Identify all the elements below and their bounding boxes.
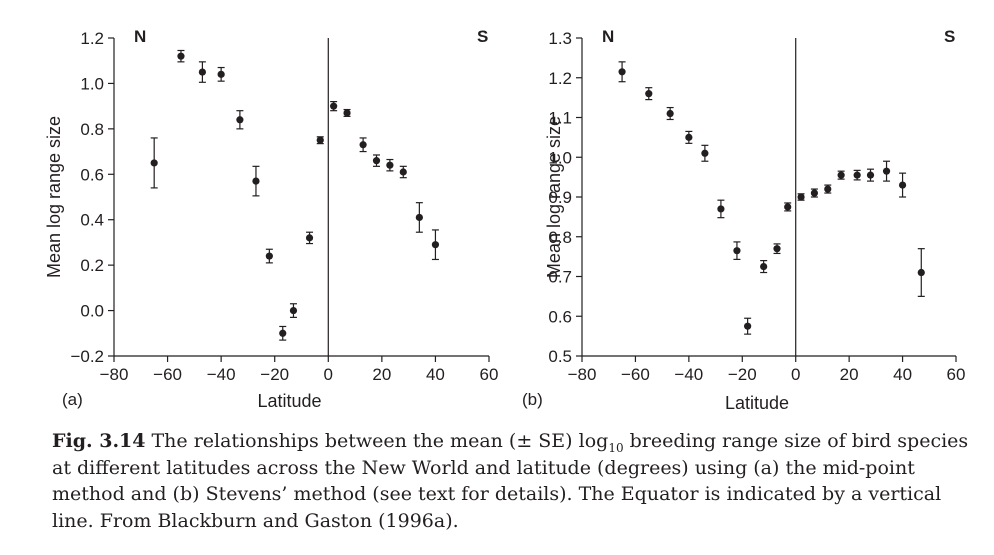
x-tick-label: −60	[153, 365, 182, 384]
data-point	[866, 171, 875, 179]
north-label: N	[602, 27, 614, 46]
x-tick-label: 20	[372, 365, 391, 384]
panel-label: (a)	[62, 390, 83, 409]
panel-b: 0.5 0.6 0.7 0.8 0.9 1.0 1.1 1.2 1.3 −80 −60 −40 −20 0…	[522, 27, 965, 413]
south-label: S	[477, 27, 488, 46]
y-axis-label: Mean log range size	[44, 116, 64, 278]
y-axis-label: Mean log range size	[544, 116, 564, 278]
y-tick-label: 0.0	[80, 302, 104, 321]
data-point	[917, 268, 925, 277]
north-label: N	[134, 27, 146, 46]
figure-canvas: −0.2 0.0 0.2 0.4 0.6 0.8 1.0 1.2 −80 −60 −40 −20 0 20…	[44, 27, 965, 413]
y-tick-label: 1.2	[80, 29, 104, 48]
caption-log-subscript: 10	[608, 440, 624, 455]
data-point	[177, 52, 185, 60]
x-tick-label: −20	[260, 365, 289, 384]
data-point	[824, 185, 832, 193]
data-point	[701, 149, 709, 157]
data-point	[415, 213, 423, 222]
panel-label: (b)	[522, 390, 543, 409]
x-tick-label: 40	[893, 365, 912, 384]
data-point	[882, 167, 891, 175]
data-point	[733, 247, 741, 255]
data-point	[810, 189, 819, 197]
x-tick-label: 0	[324, 365, 333, 384]
data-point	[898, 181, 907, 189]
data-point	[236, 116, 244, 124]
data-point	[837, 171, 845, 179]
data-point	[279, 329, 287, 337]
y-tick-label: 0.4	[80, 211, 104, 230]
y-tick-label: 1.3	[548, 29, 572, 48]
y-tick-label: 0.8	[80, 120, 104, 139]
data-point	[305, 234, 314, 242]
data-point	[343, 109, 351, 117]
south-label: S	[944, 27, 955, 46]
y-tick-label: 1.2	[548, 69, 572, 88]
data-point	[773, 245, 781, 253]
x-tick-label: −60	[621, 365, 650, 384]
x-tick-label: 60	[947, 365, 966, 384]
data-point	[399, 168, 407, 176]
x-tick-label: 60	[480, 365, 499, 384]
data-point	[797, 193, 805, 201]
data-point	[386, 161, 394, 169]
data-point	[853, 171, 861, 179]
data-point	[372, 157, 381, 165]
data-point	[289, 306, 298, 315]
y-tick-label: 0.5	[548, 347, 572, 366]
data-point	[359, 141, 367, 149]
y-tick-label: 1.0	[548, 148, 572, 167]
x-tick-label: 20	[840, 365, 859, 384]
data-point	[784, 203, 792, 211]
x-tick-label: −40	[674, 365, 703, 384]
data-point	[666, 109, 674, 118]
data-point	[685, 133, 693, 141]
y-tick-label: 0.2	[80, 256, 104, 275]
data-point	[744, 322, 752, 330]
x-tick-label: 40	[426, 365, 445, 384]
panel-a: −0.2 0.0 0.2 0.4 0.6 0.8 1.0 1.2 −80 −60 −40 −20 0 20…	[44, 27, 498, 411]
x-tick-label: 0	[791, 365, 800, 384]
caption-text-rest: breeding range size of bird species at d…	[52, 430, 969, 532]
x-tick-label: −80	[568, 365, 597, 384]
y-tick-label: 0.8	[548, 228, 572, 247]
data-point	[217, 70, 225, 78]
x-axis-label: Latitude	[257, 391, 321, 411]
data-point	[316, 136, 324, 144]
figure-caption: Fig. 3.14 The relationships between the m…	[52, 428, 982, 534]
caption-figure-number: Fig. 3.14	[52, 430, 146, 452]
data-point	[618, 68, 626, 76]
y-tick-label: 0.7	[548, 268, 572, 287]
y-tick-label: 1.1	[548, 109, 572, 128]
x-tick-label: −40	[207, 365, 236, 384]
data-point	[252, 177, 260, 185]
y-tick-label: 0.9	[548, 188, 572, 207]
data-point	[198, 68, 206, 76]
data-point	[645, 90, 653, 98]
data-point	[717, 205, 725, 213]
data-point	[150, 159, 158, 167]
data-point	[265, 252, 273, 260]
caption-text-start: The relationships between the mean (± SE…	[151, 430, 609, 452]
y-tick-label: 0.6	[80, 165, 104, 184]
y-tick-label: 1.0	[80, 74, 104, 93]
y-tick-label: 0.6	[548, 307, 572, 326]
data-point	[760, 262, 768, 271]
data-point	[330, 102, 338, 110]
x-tick-label: −80	[100, 365, 129, 384]
data-point	[431, 241, 440, 249]
y-tick-label: −0.2	[70, 347, 104, 366]
x-tick-label: −20	[728, 365, 757, 384]
x-axis-label: Latitude	[725, 393, 789, 413]
